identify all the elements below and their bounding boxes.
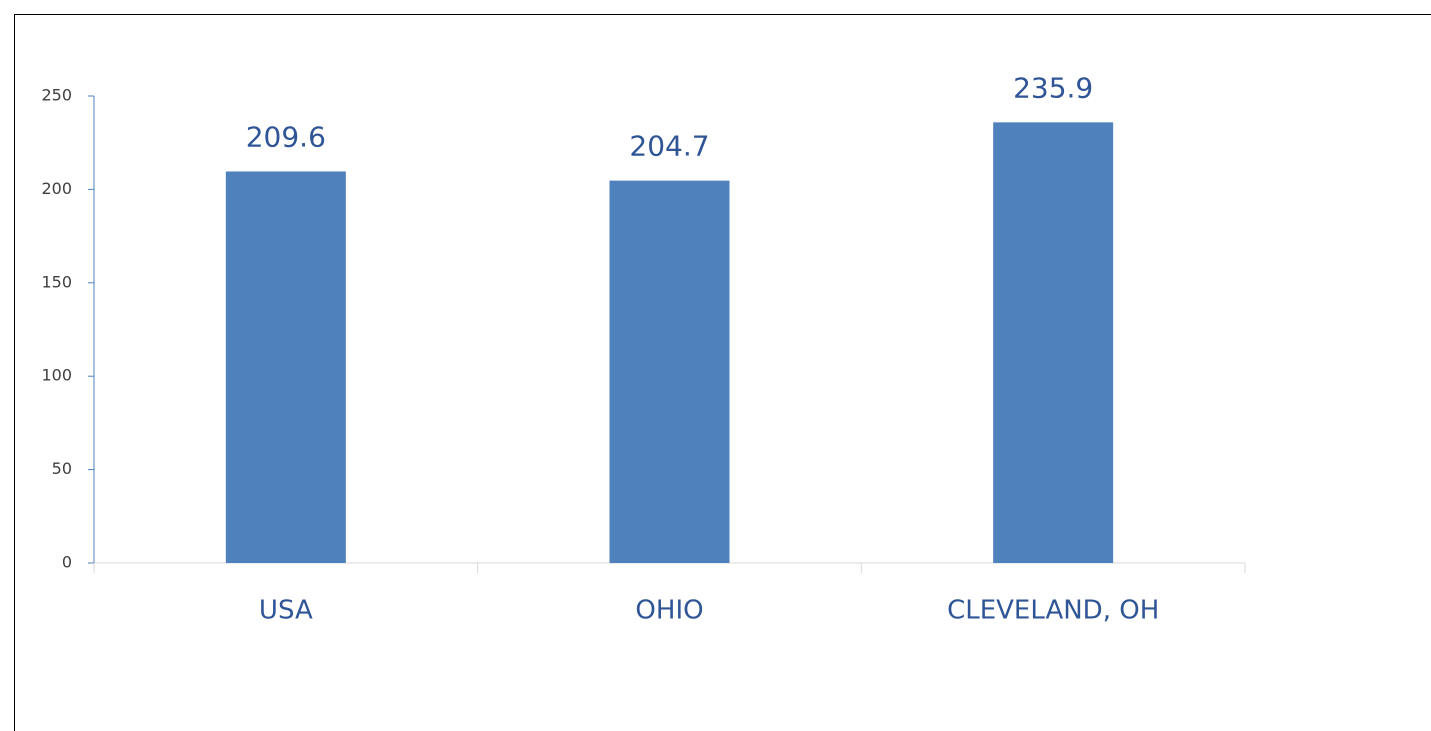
- data-label: 235.9: [1013, 71, 1093, 104]
- x-tick-label: OHIO: [635, 596, 703, 626]
- data-label: 209.6: [246, 120, 326, 153]
- y-tick-label: 100: [41, 366, 72, 385]
- bar: [993, 122, 1114, 563]
- y-tick-label: 50: [52, 459, 72, 478]
- bar: [225, 171, 346, 563]
- y-tick-label: 200: [41, 179, 72, 198]
- bar: [609, 180, 730, 563]
- x-tick-label: CLEVELAND, OH: [947, 596, 1159, 626]
- data-label: 204.7: [629, 130, 709, 163]
- y-tick-label: 250: [41, 86, 72, 105]
- y-tick-label: 0: [62, 553, 72, 572]
- y-tick-label: 150: [41, 272, 72, 291]
- x-tick-label: USA: [259, 596, 313, 626]
